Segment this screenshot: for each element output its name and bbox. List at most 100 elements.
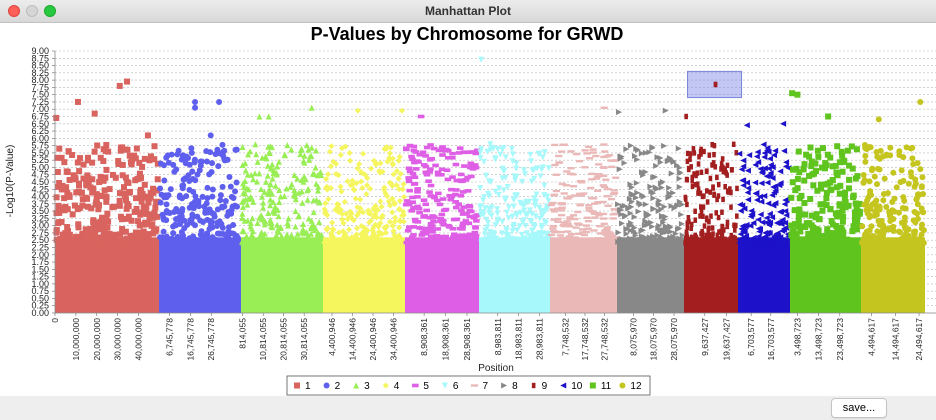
close-window-button[interactable] <box>8 5 20 17</box>
data-point <box>344 234 351 241</box>
data-point <box>244 217 251 224</box>
data-point <box>781 147 788 154</box>
data-point <box>150 189 157 196</box>
data-point <box>632 232 639 239</box>
data-point <box>342 143 349 150</box>
data-point <box>445 223 452 228</box>
data-point <box>675 145 682 152</box>
data-point <box>103 198 110 205</box>
y-tick-label: 6.50 <box>31 119 49 129</box>
data-point <box>314 231 321 238</box>
data-point <box>459 221 467 226</box>
data-point <box>884 226 891 233</box>
data-point <box>163 154 170 161</box>
data-point <box>629 238 636 245</box>
data-point <box>769 164 776 171</box>
data-point <box>432 163 439 168</box>
data-point <box>150 185 157 192</box>
data-point <box>563 197 571 200</box>
data-point <box>306 156 313 163</box>
data-point <box>362 231 369 238</box>
data-point <box>889 207 896 214</box>
data-point <box>146 157 153 164</box>
top-data-point <box>144 132 151 139</box>
data-point <box>154 160 161 167</box>
data-point <box>427 167 434 171</box>
data-point <box>364 239 371 246</box>
data-point <box>587 186 595 190</box>
data-point <box>139 163 146 170</box>
data-point <box>551 143 559 147</box>
data-point <box>259 193 266 200</box>
data-point <box>173 166 180 173</box>
zoom-window-button[interactable] <box>44 5 56 17</box>
data-point <box>638 233 645 240</box>
data-point <box>828 218 835 225</box>
data-point <box>554 207 562 210</box>
data-point <box>538 166 545 173</box>
data-point <box>712 192 716 198</box>
data-point <box>307 153 314 160</box>
top-data-point <box>53 114 60 121</box>
data-point <box>619 220 626 227</box>
data-point <box>692 171 696 177</box>
data-point <box>96 226 103 233</box>
data-point <box>128 161 135 168</box>
data-point <box>209 193 216 200</box>
data-point <box>53 228 60 235</box>
legend-marker <box>441 382 448 389</box>
data-point <box>190 188 197 195</box>
data-point <box>580 233 588 237</box>
data-point <box>511 196 518 203</box>
data-point <box>808 158 815 165</box>
y-tick-label: 4.25 <box>31 184 49 194</box>
data-point <box>725 219 730 226</box>
data-point <box>148 239 155 246</box>
data-point <box>510 203 517 210</box>
data-point <box>610 237 618 240</box>
data-point <box>806 153 813 160</box>
data-point <box>459 179 467 183</box>
data-point <box>794 175 801 182</box>
data-point <box>253 178 260 185</box>
data-point <box>247 236 254 243</box>
y-tick-label: 2.75 <box>31 228 49 238</box>
y-tick-label: 5.50 <box>31 148 49 158</box>
x-tick-label: 7,748,532 <box>560 318 570 356</box>
data-point <box>602 178 610 181</box>
legend-item-label: 12 <box>630 381 642 392</box>
data-point <box>176 194 183 201</box>
data-point <box>866 178 873 185</box>
data-point <box>719 166 723 172</box>
data-point <box>758 180 765 187</box>
data-point <box>143 204 150 211</box>
save-button[interactable]: save... <box>831 398 887 418</box>
data-point <box>356 160 363 167</box>
y-tick-label: 0.50 <box>31 293 49 303</box>
data-point <box>635 208 642 215</box>
data-point <box>346 149 353 156</box>
data-point <box>703 236 707 242</box>
data-point <box>308 217 315 224</box>
data-point <box>772 187 779 194</box>
data-point <box>287 183 294 190</box>
data-point <box>299 199 306 206</box>
data-point <box>181 217 188 224</box>
data-point <box>689 221 694 228</box>
data-point <box>739 202 746 209</box>
data-point <box>550 210 559 213</box>
minimize-window-button[interactable] <box>26 5 38 17</box>
data-point <box>550 218 558 221</box>
data-point <box>274 221 281 228</box>
data-point <box>585 204 593 207</box>
data-point <box>531 233 538 240</box>
data-point <box>571 217 579 221</box>
data-point <box>121 237 128 244</box>
data-point <box>435 148 443 153</box>
data-point <box>89 176 96 183</box>
data-point <box>163 201 170 208</box>
data-point <box>702 193 706 199</box>
data-point <box>487 141 494 148</box>
data-point <box>699 151 703 157</box>
data-point <box>504 233 511 240</box>
